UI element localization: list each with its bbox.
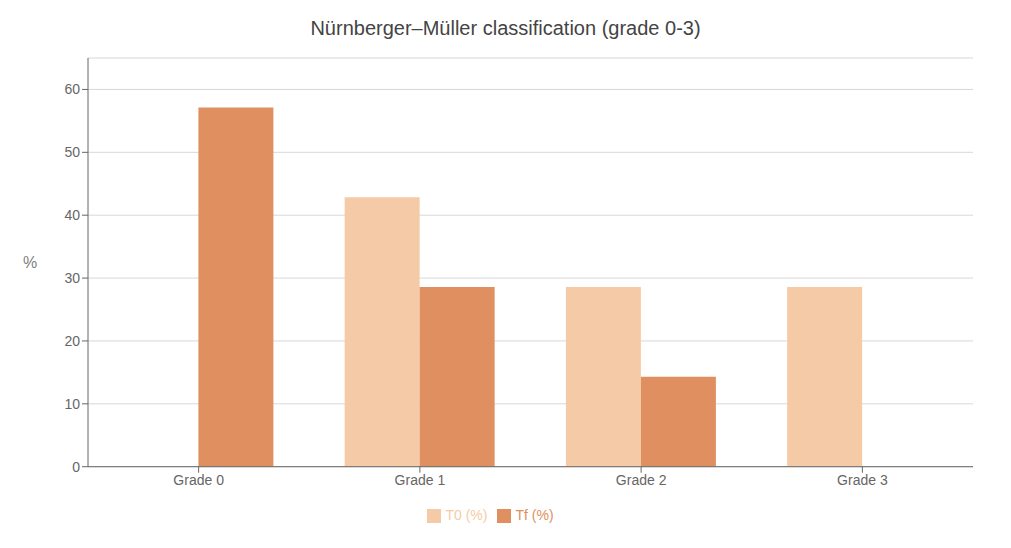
svg-text:Grade 3: Grade 3 xyxy=(837,472,888,488)
html-text:Tf (%): Tf (%) xyxy=(515,506,554,523)
svg-text:Grade 1: Grade 1 xyxy=(395,472,446,488)
svg-text:60: 60 xyxy=(64,81,80,97)
svg-text:10: 10 xyxy=(64,396,80,412)
svg-text:30: 30 xyxy=(64,270,80,286)
svg-text:Grade 0: Grade 0 xyxy=(173,472,224,488)
svg-text:%: % xyxy=(23,254,37,271)
svg-text:20: 20 xyxy=(64,333,80,349)
svg-text:Grade 2: Grade 2 xyxy=(616,472,667,488)
svg-text:40: 40 xyxy=(64,207,80,223)
html-text:T0 (%): T0 (%) xyxy=(445,506,488,523)
svg-text:50: 50 xyxy=(64,144,80,160)
svg-text:0: 0 xyxy=(72,459,80,475)
html-text:Nürnberger–Müller classificati: Nürnberger–Müller classification (grade … xyxy=(310,17,701,39)
